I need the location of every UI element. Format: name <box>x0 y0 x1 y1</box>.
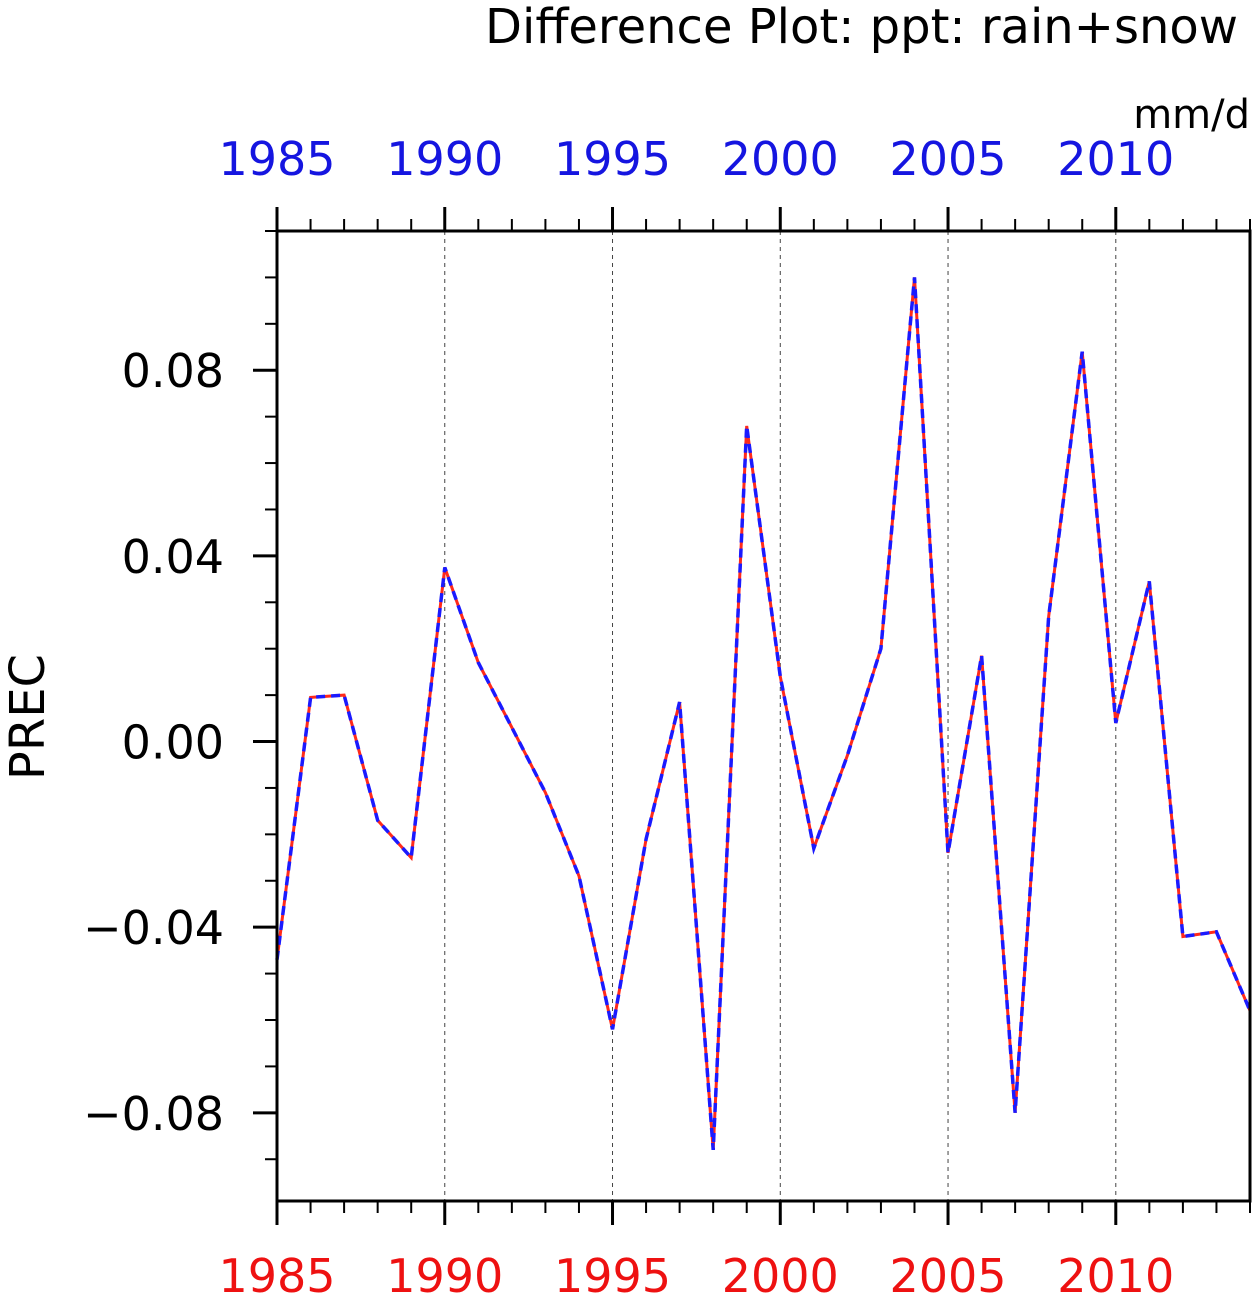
x-tick-label-bottom: 2005 <box>889 1249 1006 1293</box>
y-tick-label: 0.08 <box>122 344 224 398</box>
x-tick-label-top: 2000 <box>722 132 839 186</box>
x-tick-label-bottom: 2000 <box>722 1249 839 1293</box>
x-tick-label-top: 1990 <box>386 132 503 186</box>
y-tick-label: 0.00 <box>122 716 224 770</box>
series-layer <box>277 277 1250 1150</box>
x-tick-label-top: 1985 <box>218 132 335 186</box>
x-tick-labels-top: 1985 1990 1995 2000 2005 2010 <box>218 132 1174 186</box>
x-tick-label-top: 2005 <box>889 132 1006 186</box>
chart-title: Difference Plot: ppt: rain+snow <box>485 0 1238 55</box>
series-line-1 <box>277 277 1250 1150</box>
difference-plot-chart: Difference Plot: ppt: rain+snow mm/d PRE… <box>0 0 1252 1293</box>
x-tick-label-top: 2010 <box>1057 132 1174 186</box>
x-tick-label-bottom: 2010 <box>1057 1249 1174 1293</box>
y-tick-label: 0.04 <box>122 530 224 584</box>
gridlines <box>445 231 1116 1201</box>
series-line-2 <box>277 277 1250 1150</box>
y-tick-labels: 0.08 0.04 0.00 −0.04 −0.08 <box>83 344 224 1141</box>
x-tick-label-bottom: 1995 <box>554 1249 671 1293</box>
y-tick-label: −0.08 <box>83 1087 224 1141</box>
y-axis-label: PREC <box>0 654 56 780</box>
axis-ticks <box>253 207 1250 1225</box>
y-tick-label: −0.04 <box>83 901 224 955</box>
x-tick-label-top: 1995 <box>554 132 671 186</box>
plot-frame <box>277 231 1250 1201</box>
x-tick-labels-bottom: 1985 1990 1995 2000 2005 2010 <box>218 1249 1174 1293</box>
x-tick-label-bottom: 1990 <box>386 1249 503 1293</box>
x-tick-label-bottom: 1985 <box>218 1249 335 1293</box>
